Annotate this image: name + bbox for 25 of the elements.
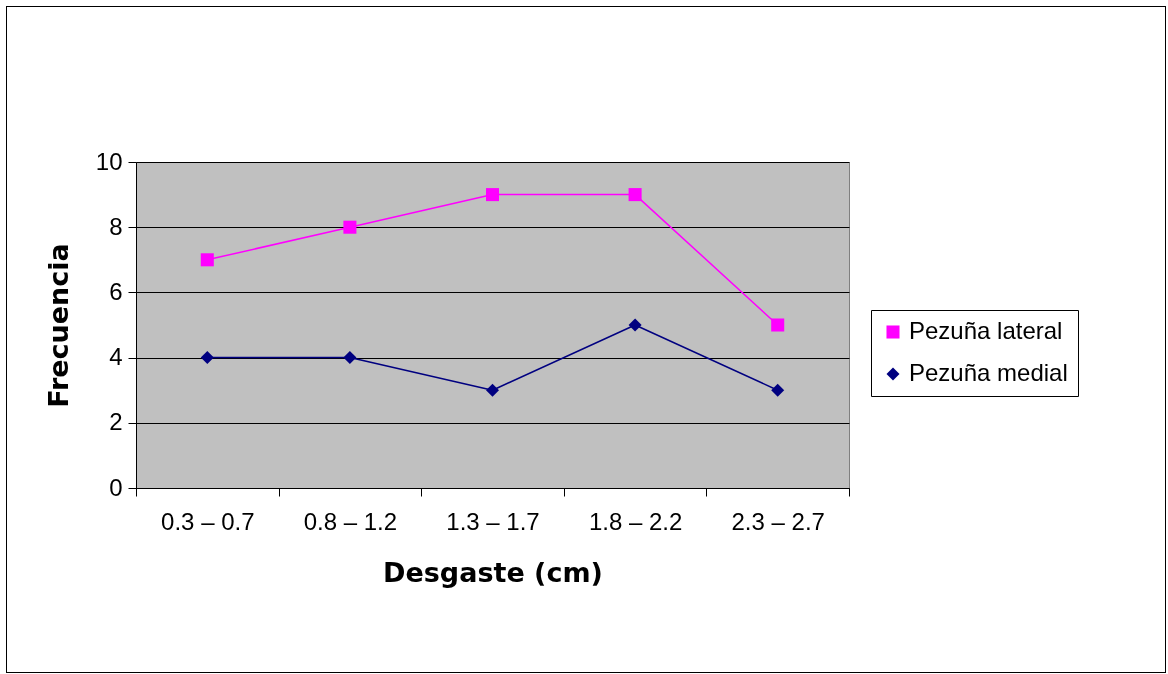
point <box>485 383 500 397</box>
y-tick-label: 6 <box>109 277 123 305</box>
x-tick-label: 1.8 – 2.2 <box>588 507 683 535</box>
x-tick-label: 1.3 – 1.7 <box>446 507 540 535</box>
point <box>628 188 642 202</box>
y-tick-label: 0 <box>109 473 123 501</box>
legend-label: Pezuña lateral <box>909 317 1063 344</box>
x-tick-label: 0.3 – 0.7 <box>161 507 255 535</box>
point <box>343 351 357 365</box>
point <box>485 188 500 202</box>
x-axis-title: Desgaste (cm) <box>383 556 603 588</box>
y-tick-label: 2 <box>109 408 123 436</box>
x-tick-label: 2.3 – 2.7 <box>731 507 825 535</box>
x-tick-label: 0.8 – 1.2 <box>303 507 398 535</box>
y-tick-label: 4 <box>109 343 123 371</box>
point <box>200 253 214 267</box>
y-axis-title: Frecuencia <box>42 243 74 408</box>
point <box>200 351 214 365</box>
point <box>628 318 642 332</box>
point <box>343 220 357 234</box>
point <box>771 383 785 397</box>
y-tick-label: 10 <box>95 147 123 175</box>
legend-label: Pezuña medial <box>909 359 1068 386</box>
point <box>771 318 785 332</box>
y-tick-label: 8 <box>109 212 123 240</box>
